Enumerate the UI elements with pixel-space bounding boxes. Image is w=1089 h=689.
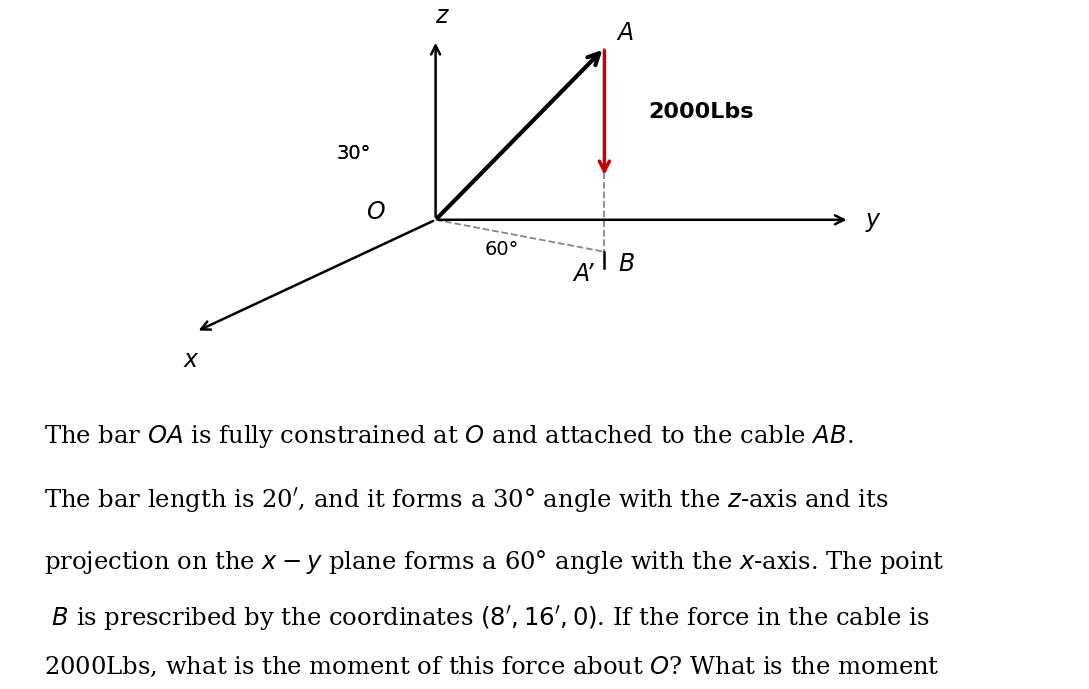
Text: projection on the $x-y$ plane forms a 60$°$ angle with the $x$-axis. The point: projection on the $x-y$ plane forms a 60… (44, 548, 944, 576)
Text: z: z (435, 4, 448, 28)
Text: x: x (184, 348, 197, 371)
Text: A: A (617, 21, 634, 45)
Text: B: B (619, 251, 635, 276)
Text: The bar length is 20$'$, and it forms a 30$°$ angle with the $z$-axis and its: The bar length is 20$'$, and it forms a … (44, 486, 888, 515)
Text: $B$ is prescribed by the coordinates $(8',16',0)$. If the force in the cable is: $B$ is prescribed by the coordinates $(8… (44, 604, 929, 633)
Text: 30°: 30° (337, 145, 371, 163)
Text: O: O (366, 200, 386, 224)
Text: 2000Lbs, what is the moment of this force about $O$? What is the moment: 2000Lbs, what is the moment of this forc… (44, 655, 939, 679)
Text: 2000Lbs: 2000Lbs (648, 102, 754, 122)
Text: 30°: 30° (337, 145, 371, 163)
Text: 60°: 60° (485, 240, 519, 259)
Text: A’: A’ (573, 262, 594, 286)
Text: y: y (866, 208, 880, 232)
Text: The bar $OA$ is fully constrained at $O$ and attached to the cable $AB$.: The bar $OA$ is fully constrained at $O$… (44, 424, 853, 451)
